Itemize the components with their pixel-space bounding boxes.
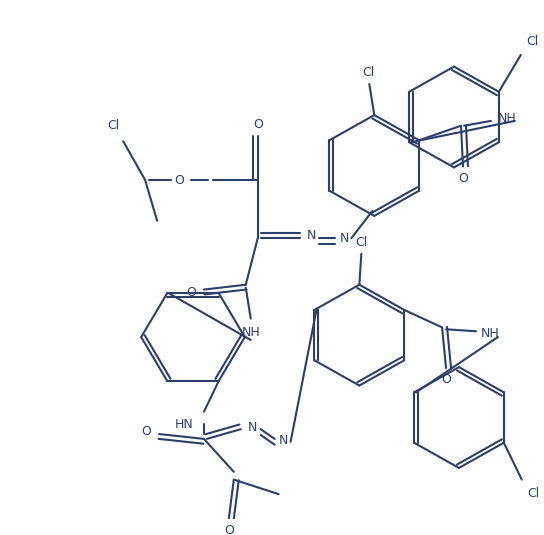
Text: NH: NH xyxy=(480,327,499,340)
Text: Cl: Cl xyxy=(528,487,540,500)
Text: O: O xyxy=(224,524,234,535)
Text: N: N xyxy=(279,434,288,447)
Text: N: N xyxy=(339,232,349,244)
Text: O: O xyxy=(174,173,184,187)
Text: O: O xyxy=(441,373,451,386)
Text: O: O xyxy=(186,286,196,299)
Text: N: N xyxy=(248,421,257,434)
Text: O: O xyxy=(253,118,263,131)
Text: NH: NH xyxy=(242,326,260,339)
Text: Cl: Cl xyxy=(355,235,367,249)
Text: Cl: Cl xyxy=(527,35,539,48)
Text: NH: NH xyxy=(497,112,516,126)
Text: O: O xyxy=(141,425,151,438)
Text: O: O xyxy=(458,172,468,185)
Text: HN: HN xyxy=(175,418,194,431)
Text: Cl: Cl xyxy=(107,119,119,132)
Text: N: N xyxy=(307,229,316,242)
Text: Cl: Cl xyxy=(362,66,374,79)
